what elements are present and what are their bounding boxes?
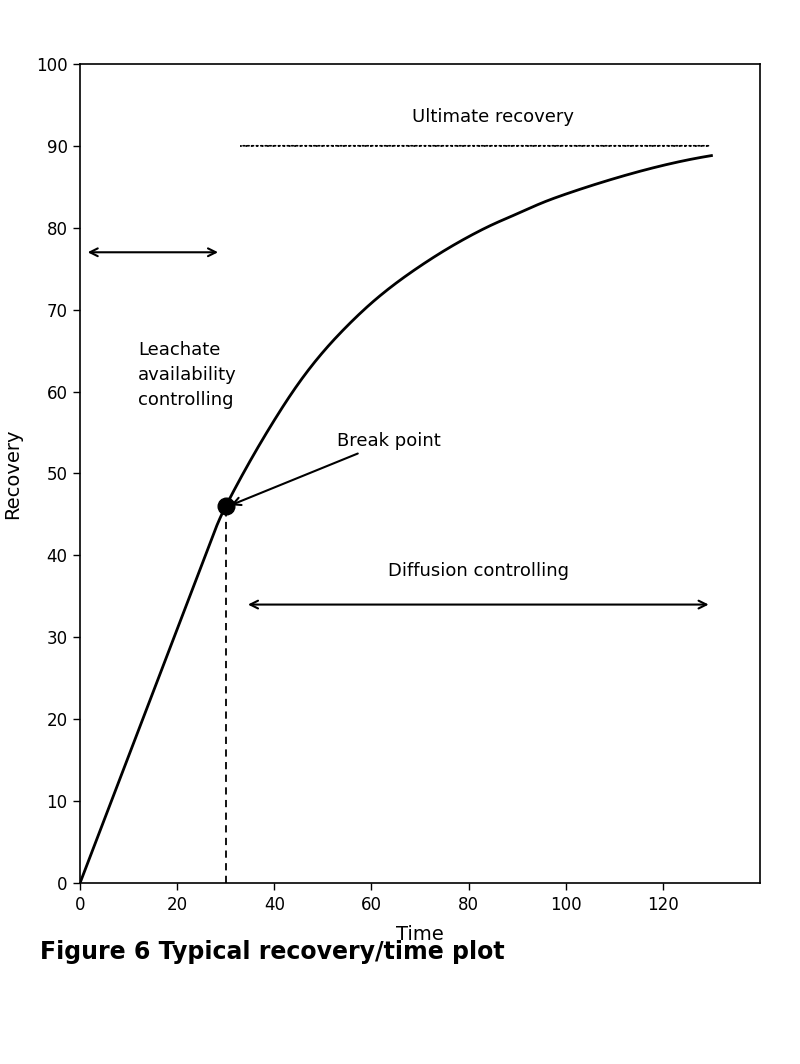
Text: Figure 6 Typical recovery/time plot: Figure 6 Typical recovery/time plot bbox=[40, 941, 505, 964]
Text: Break point: Break point bbox=[233, 432, 441, 505]
Y-axis label: Recovery: Recovery bbox=[3, 428, 22, 519]
Text: Leachate
availability
controlling: Leachate availability controlling bbox=[138, 342, 237, 410]
Text: Diffusion controlling: Diffusion controlling bbox=[388, 562, 569, 580]
X-axis label: Time: Time bbox=[396, 925, 444, 944]
Text: Ultimate recovery: Ultimate recovery bbox=[412, 109, 574, 127]
